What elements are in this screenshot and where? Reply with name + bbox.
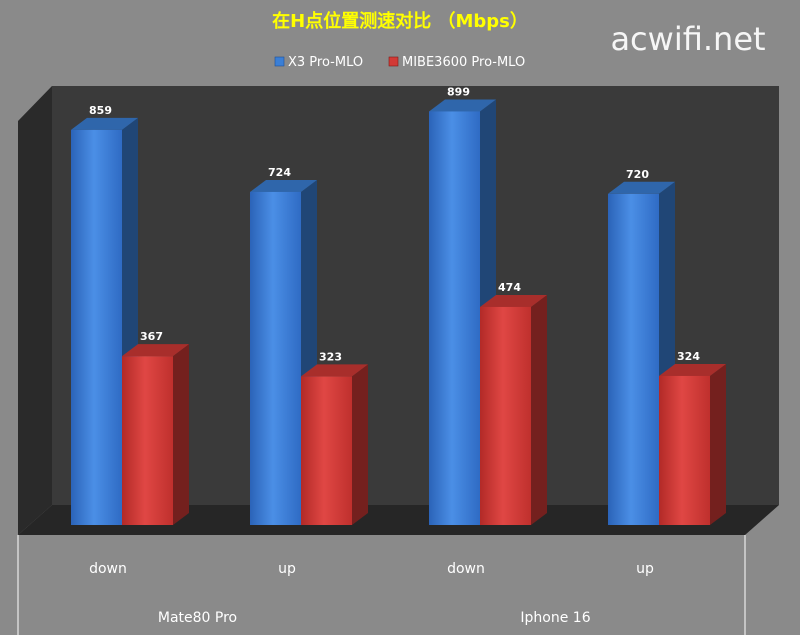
bar-top-mibe-1	[301, 364, 368, 377]
group-label-1: Iphone 16	[520, 610, 590, 626]
bar-front-x3-2	[429, 111, 480, 526]
category-label-2: down	[447, 561, 485, 577]
legend-swatch-mibe	[388, 56, 399, 67]
value-label-x3-3: 720	[626, 168, 649, 181]
value-label-x3-1: 724	[268, 166, 291, 179]
category-label-0: down	[89, 561, 127, 577]
category-label-1: up	[278, 561, 296, 577]
bar-top-x3-0	[71, 117, 138, 130]
bar-top-x3-3	[608, 181, 675, 194]
plot-floor	[18, 505, 779, 535]
bar-mibe-1	[301, 364, 368, 525]
bar-top-x3-2	[429, 99, 496, 112]
value-label-mibe-2: 474	[498, 281, 521, 294]
bar-side-mibe-2	[531, 294, 547, 525]
value-label-mibe-1: 323	[319, 350, 342, 363]
watermark-text: acwifi.net	[610, 20, 765, 58]
value-label-x3-0: 859	[89, 104, 112, 117]
category-axis-area	[18, 535, 745, 635]
bar-top-x3-1	[250, 179, 317, 192]
bar-front-x3-3	[608, 193, 659, 526]
bar-front-mibe-0	[122, 356, 173, 525]
bar-front-mibe-1	[301, 376, 352, 525]
value-label-mibe-0: 367	[140, 330, 163, 343]
value-labels-layer: 859 367 724 323 899 474 720 324	[89, 85, 700, 363]
legend: X3 Pro-MLO MIBE3600 Pro-MLO	[274, 55, 525, 70]
group-labels-layer: Mate80 Pro Iphone 16	[158, 610, 591, 626]
bar-mibe-0	[122, 344, 189, 525]
legend-label-mibe: MIBE3600 Pro-MLO	[402, 55, 525, 70]
legend-label-x3: X3 Pro-MLO	[288, 55, 363, 70]
bar-x3-1	[250, 179, 317, 525]
bar-front-mibe-2	[480, 306, 531, 525]
bar-front-x3-0	[71, 129, 122, 526]
category-label-3: up	[636, 561, 654, 577]
value-label-mibe-3: 324	[677, 350, 700, 363]
bar-mibe-2	[480, 294, 547, 525]
bar-mibe-3	[659, 363, 726, 525]
group-label-0: Mate80 Pro	[158, 610, 237, 626]
legend-swatch-x3	[274, 56, 285, 67]
plot-side-wall	[18, 86, 52, 535]
bar-side-mibe-3	[710, 363, 726, 525]
bar-front-x3-1	[250, 191, 301, 525]
chart-title: 在H点位置测速对比 （Mbps）	[272, 10, 528, 32]
bar-top-mibe-0	[122, 344, 189, 357]
value-label-x3-2: 899	[447, 85, 470, 98]
bar-front-mibe-3	[659, 375, 710, 525]
category-labels-layer: down up down up	[89, 561, 654, 577]
bar-side-mibe-1	[352, 364, 368, 525]
bars-layer	[71, 99, 726, 526]
bar-side-mibe-0	[173, 344, 189, 525]
plot-back-wall	[52, 86, 779, 505]
bar-top-mibe-2	[480, 294, 547, 307]
bar-top-mibe-3	[659, 363, 726, 376]
